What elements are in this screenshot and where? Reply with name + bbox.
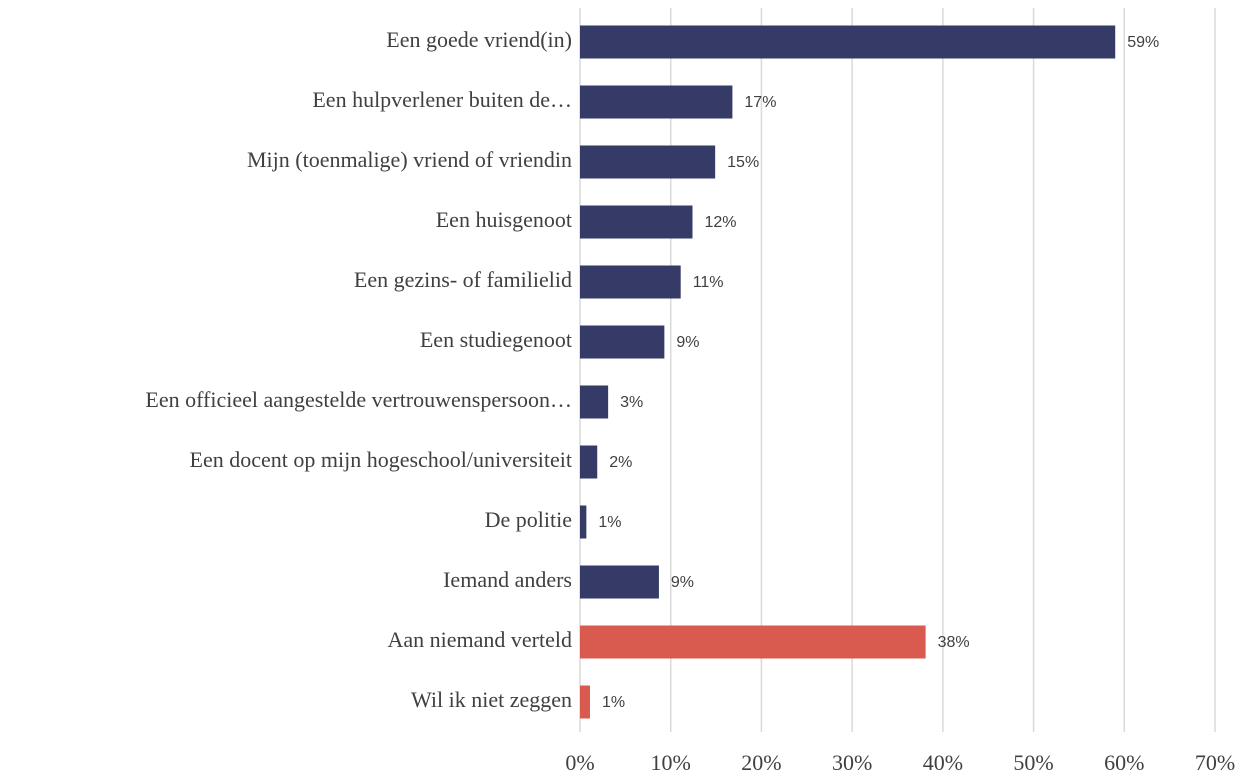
value-label: 9% xyxy=(671,574,694,591)
value-label: 3% xyxy=(620,394,643,411)
value-label: 9% xyxy=(676,334,699,351)
category-label: Aan niemand verteld xyxy=(388,627,573,652)
x-tick-label: 0% xyxy=(565,750,594,775)
category-label: Een studiegenoot xyxy=(420,327,572,352)
category-label: Een officieel aangestelde vertrouwensper… xyxy=(145,387,572,412)
bar xyxy=(580,505,587,539)
value-label: 59% xyxy=(1127,34,1159,51)
value-label: 38% xyxy=(938,634,970,651)
category-label: Een gezins- of familielid xyxy=(354,267,572,292)
x-tick-label: 60% xyxy=(1104,750,1144,775)
category-label: Een goede vriend(in) xyxy=(386,27,572,52)
value-label: 1% xyxy=(602,694,625,711)
value-label: 2% xyxy=(609,454,632,471)
bar xyxy=(580,445,598,479)
value-label: 17% xyxy=(744,94,776,111)
x-tick-label: 70% xyxy=(1195,750,1235,775)
x-tick-label: 20% xyxy=(741,750,781,775)
bar xyxy=(580,25,1116,59)
bar xyxy=(580,265,681,299)
bar xyxy=(580,205,693,239)
x-tick-label: 50% xyxy=(1013,750,1053,775)
category-label: Een huisgenoot xyxy=(436,207,572,232)
category-label: Mijn (toenmalige) vriend of vriendin xyxy=(247,147,572,172)
bar xyxy=(580,145,716,179)
bar xyxy=(580,625,926,659)
x-tick-label: 40% xyxy=(923,750,963,775)
bar xyxy=(580,325,665,359)
value-label: 1% xyxy=(598,514,621,531)
category-label: De politie xyxy=(485,507,572,532)
category-label: Iemand anders xyxy=(443,567,572,592)
value-label: 11% xyxy=(693,274,724,291)
bar xyxy=(580,385,609,419)
value-label: 12% xyxy=(704,214,736,231)
x-tick-label: 30% xyxy=(832,750,872,775)
value-label: 15% xyxy=(727,154,759,171)
bar xyxy=(580,685,590,719)
category-label: Wil ik niet zeggen xyxy=(411,687,572,712)
x-tick-label: 10% xyxy=(651,750,691,775)
category-label: Een hulpverlener buiten de… xyxy=(312,87,572,112)
category-label: Een docent op mijn hogeschool/universite… xyxy=(190,447,572,472)
bar xyxy=(580,85,733,119)
bar xyxy=(580,565,659,599)
